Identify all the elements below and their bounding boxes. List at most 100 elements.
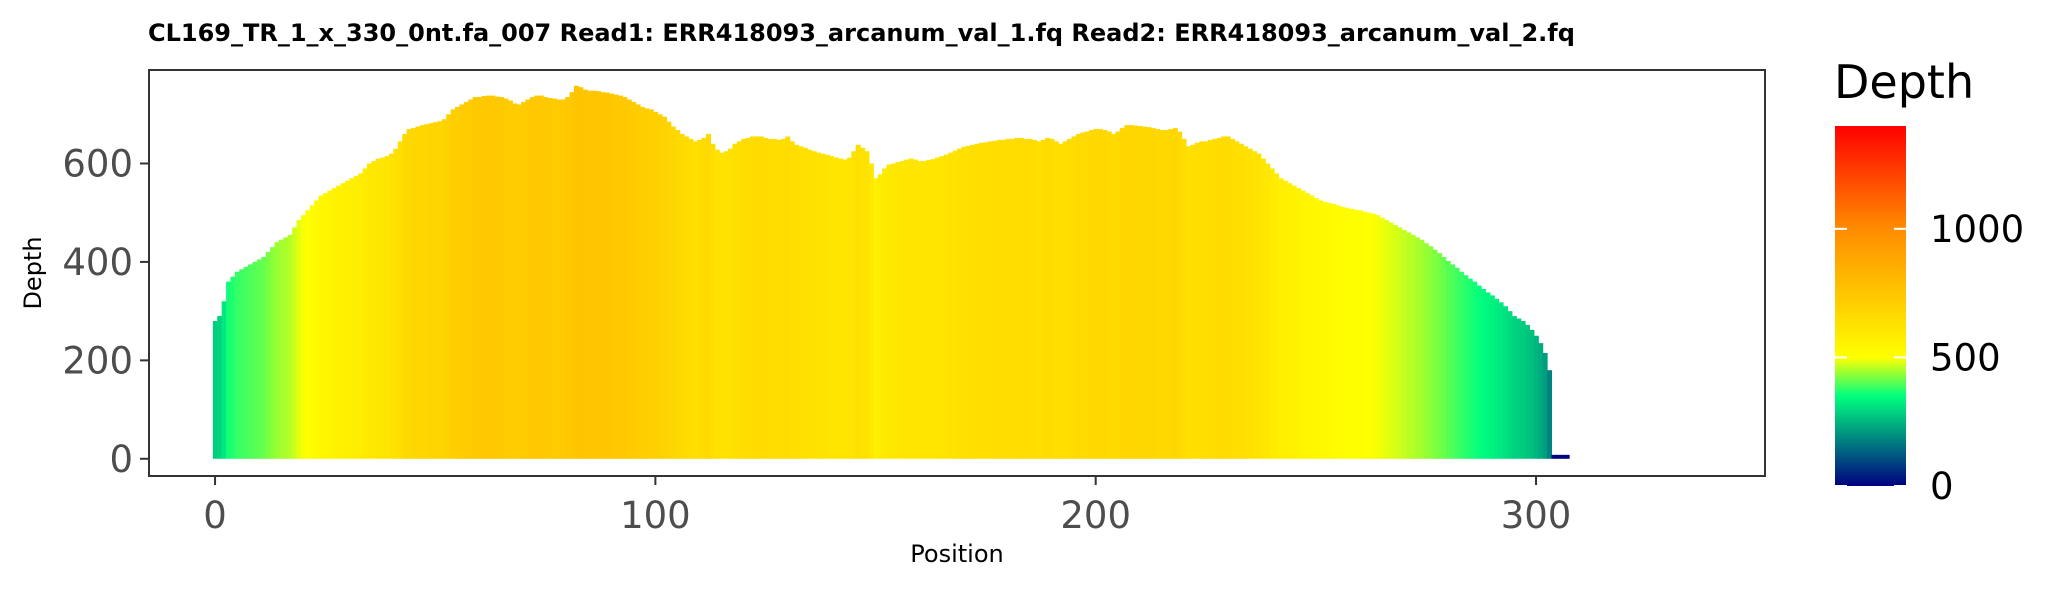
coverage-bar bbox=[1304, 193, 1310, 459]
coverage-bar bbox=[556, 99, 562, 459]
coverage-bar bbox=[1287, 183, 1293, 459]
coverage-bar bbox=[1282, 180, 1288, 459]
coverage-bar bbox=[767, 138, 773, 459]
coverage-bar bbox=[895, 162, 901, 459]
coverage-bar bbox=[296, 220, 302, 459]
coverage-bar bbox=[1062, 141, 1068, 459]
coverage-bar bbox=[1331, 203, 1337, 459]
coverage-bar bbox=[1379, 217, 1385, 459]
coverage-bar bbox=[1533, 335, 1539, 459]
coverage-bar bbox=[314, 200, 320, 459]
coverage-bar bbox=[1212, 138, 1218, 459]
coverage-bar bbox=[688, 138, 694, 459]
coverage-bar bbox=[1234, 141, 1240, 459]
coverage-bar bbox=[626, 99, 632, 459]
coverage-bar bbox=[789, 141, 795, 459]
coverage-bar bbox=[212, 320, 218, 459]
coverage-bar bbox=[380, 157, 386, 459]
coverage-bar bbox=[591, 90, 597, 459]
coverage-bar bbox=[582, 89, 588, 459]
coverage-bar bbox=[1454, 267, 1460, 459]
coverage-bar bbox=[327, 190, 333, 459]
coverage-bar bbox=[661, 116, 667, 459]
coverage-bar bbox=[384, 156, 390, 459]
legend-colorbar bbox=[1835, 126, 1906, 486]
coverage-bar bbox=[723, 151, 729, 459]
coverage-bar bbox=[617, 95, 623, 459]
coverage-bar bbox=[1243, 146, 1249, 459]
coverage-bar bbox=[309, 205, 315, 459]
coverage-bar bbox=[243, 266, 249, 459]
coverage-bar bbox=[252, 261, 258, 459]
coverage-bar bbox=[406, 129, 412, 459]
legend-title: Depth bbox=[1834, 55, 1974, 109]
coverage-bar bbox=[1538, 343, 1544, 459]
x-axis-title: Position bbox=[910, 540, 1003, 568]
coverage-bar bbox=[419, 125, 425, 459]
coverage-bar bbox=[930, 159, 936, 459]
coverage-bar bbox=[899, 161, 905, 459]
coverage-bar bbox=[283, 237, 289, 459]
coverage-bar bbox=[1053, 141, 1059, 459]
x-tick-label: 300 bbox=[1501, 494, 1572, 537]
coverage-bar bbox=[534, 95, 540, 459]
coverage-bar bbox=[230, 276, 236, 459]
coverage-bar bbox=[635, 104, 641, 459]
coverage-bar bbox=[477, 97, 483, 459]
coverage-bar bbox=[600, 92, 606, 459]
coverage-bar bbox=[921, 161, 927, 459]
coverage-bar bbox=[221, 301, 227, 459]
coverage-bar bbox=[424, 124, 430, 459]
coverage-bar bbox=[441, 119, 447, 459]
coverage-bar bbox=[604, 92, 610, 459]
coverage-bar bbox=[1252, 151, 1258, 459]
coverage-bar bbox=[820, 153, 826, 459]
coverage-bar bbox=[1340, 206, 1346, 459]
coverage-bar bbox=[234, 271, 240, 459]
coverage-bar bbox=[1216, 137, 1222, 459]
legend-ticks: 0 500 1000 bbox=[1835, 208, 2024, 508]
coverage-bar bbox=[1278, 178, 1284, 459]
coverage-bar bbox=[1335, 205, 1341, 459]
coverage-bar bbox=[1498, 302, 1504, 459]
coverage-bar bbox=[1172, 128, 1178, 459]
coverage-bar bbox=[494, 96, 500, 459]
coverage-bar bbox=[1564, 454, 1570, 459]
coverage-bar bbox=[1511, 316, 1517, 459]
coverage-bar bbox=[1432, 249, 1438, 459]
coverage-bar bbox=[1265, 163, 1271, 459]
coverage-bar bbox=[226, 281, 232, 459]
coverage-bar bbox=[741, 138, 747, 459]
coverage-bar bbox=[366, 163, 372, 459]
coverage-bar bbox=[1414, 237, 1420, 459]
coverage-bar bbox=[1141, 126, 1147, 459]
coverage-bar bbox=[1494, 298, 1500, 459]
coverage-bar bbox=[1326, 202, 1332, 459]
legend: Depth 0 500 1000 bbox=[1834, 55, 2024, 508]
coverage-bar bbox=[459, 104, 465, 459]
coverage-bar bbox=[644, 108, 650, 459]
coverage-bar bbox=[340, 183, 346, 459]
coverage-bar bbox=[1445, 260, 1451, 459]
coverage-bar bbox=[1093, 129, 1099, 459]
coverage-bar bbox=[1291, 185, 1297, 459]
coverage-bar bbox=[794, 144, 800, 459]
coverage-bar bbox=[428, 123, 434, 459]
coverage-bar bbox=[507, 100, 513, 459]
y-axis-title: Depth bbox=[19, 236, 47, 309]
coverage-bar bbox=[1401, 229, 1407, 459]
coverage-bar bbox=[1159, 130, 1165, 459]
coverage-bar bbox=[706, 133, 712, 459]
coverage-bar bbox=[1423, 243, 1429, 459]
coverage-bar bbox=[393, 148, 399, 459]
coverage-bar bbox=[772, 138, 778, 459]
legend-tick-label: 500 bbox=[1930, 336, 2001, 379]
coverage-bar bbox=[974, 143, 980, 459]
coverage-bar bbox=[1014, 137, 1020, 459]
coverage-bar bbox=[261, 257, 267, 459]
coverage-bar bbox=[780, 138, 786, 459]
coverage-bar bbox=[1260, 158, 1266, 459]
coverage-bar bbox=[468, 99, 474, 459]
coverage-bar bbox=[1001, 139, 1007, 459]
